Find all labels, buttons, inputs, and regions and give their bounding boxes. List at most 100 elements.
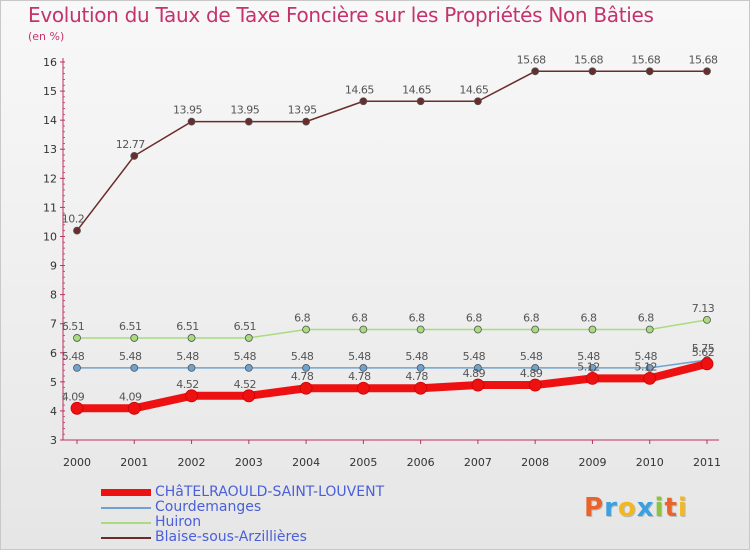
data-label: 15.68 xyxy=(689,53,718,66)
data-point xyxy=(588,325,597,334)
data-label: 5.48 xyxy=(62,350,85,363)
data-label: 7.13 xyxy=(692,302,715,315)
data-label: 5.48 xyxy=(234,350,257,363)
data-point xyxy=(474,325,482,334)
data-point xyxy=(416,97,425,106)
data-point xyxy=(359,325,368,334)
legend-label-huiron: Huiron xyxy=(155,514,202,530)
data-label: 6.8 xyxy=(409,312,425,325)
data-point xyxy=(242,389,256,403)
x-tick-label: 2007 xyxy=(464,456,492,469)
data-point xyxy=(130,363,139,372)
data-label: 6.51 xyxy=(234,320,257,333)
data-label: 15.68 xyxy=(574,53,603,66)
x-tick-label: 2008 xyxy=(521,456,549,469)
legend-label-blaise: Blaise-sous-Arzillières xyxy=(155,529,307,545)
x-tick-label: 2006 xyxy=(407,456,435,469)
data-point xyxy=(588,67,597,76)
data-label: 5.48 xyxy=(291,350,314,363)
data-label: 14.65 xyxy=(459,83,488,96)
data-point xyxy=(244,117,253,126)
data-point xyxy=(73,363,81,372)
y-tick-label: 15 xyxy=(43,85,57,98)
data-point xyxy=(185,389,198,403)
data-point xyxy=(356,381,370,395)
data-label: 5.48 xyxy=(634,350,657,363)
y-tick-label: 14 xyxy=(43,114,57,127)
logo-letter: x xyxy=(636,493,655,523)
series-line xyxy=(76,319,708,339)
data-point xyxy=(645,325,654,334)
data-point xyxy=(187,117,196,126)
data-point xyxy=(645,363,654,372)
chart-title: Evolution du Taux de Taxe Foncière sur l… xyxy=(28,3,654,27)
x-tick-label: 2000 xyxy=(63,456,91,469)
data-label: 15.68 xyxy=(631,53,660,66)
data-label: 4.09 xyxy=(62,390,85,403)
data-label: 13.95 xyxy=(173,104,202,117)
data-point xyxy=(474,363,482,372)
y-tick-label: 12 xyxy=(43,172,57,185)
data-label: 5.75 xyxy=(692,342,715,355)
data-point xyxy=(703,316,711,324)
legend-swatch-blaise xyxy=(101,537,151,539)
series-line xyxy=(73,359,711,413)
data-label: 13.95 xyxy=(230,104,259,117)
y-tick-label: 4 xyxy=(50,405,57,418)
data-point xyxy=(474,97,482,106)
data-point xyxy=(130,152,139,160)
data-point xyxy=(588,363,597,372)
data-label: 6.51 xyxy=(62,320,85,333)
data-label: 4.52 xyxy=(234,378,257,391)
data-point xyxy=(471,378,485,392)
data-label: 15.68 xyxy=(517,53,546,66)
logo-letter: t xyxy=(664,493,678,523)
x-tick-label: 2009 xyxy=(578,456,606,469)
series-line xyxy=(76,359,708,369)
legend-item-blaise: Blaise-sous-Arzillières xyxy=(101,530,384,545)
data-label: 6.8 xyxy=(638,312,654,325)
proxiti-logo: Proxiti xyxy=(584,493,688,523)
data-label: 4.78 xyxy=(291,370,314,383)
y-tick-label: 16 xyxy=(43,56,57,69)
x-tick-label: 2001 xyxy=(120,456,148,469)
legend-item-courdemanges: Courdemanges xyxy=(101,500,384,515)
data-point xyxy=(531,363,540,372)
data-label: 6.8 xyxy=(294,312,310,325)
logo-letter: i xyxy=(654,493,665,523)
data-point xyxy=(531,325,540,334)
data-label: 14.65 xyxy=(402,83,431,96)
chart-legend: CHâTELRAOULD-SAINT-LOUVENT Courdemanges … xyxy=(101,485,384,545)
x-tick-label: 2002 xyxy=(178,456,206,469)
data-point xyxy=(302,325,310,334)
x-tick-label: 2004 xyxy=(292,456,320,469)
data-point xyxy=(187,334,196,342)
data-label: 5.48 xyxy=(348,350,371,363)
data-label: 6.8 xyxy=(523,312,539,325)
data-label: 4.78 xyxy=(405,370,428,383)
legend-swatch-courdemanges xyxy=(101,507,151,509)
data-label: 4.89 xyxy=(463,367,486,380)
data-point xyxy=(586,371,599,385)
legend-label-chatelraould: CHâTELRAOULD-SAINT-LOUVENT xyxy=(155,484,385,500)
data-point xyxy=(359,97,368,106)
logo-letter: P xyxy=(584,493,605,523)
y-tick-label: 9 xyxy=(50,260,57,273)
data-label: 10.2 xyxy=(62,213,85,226)
data-label: 4.78 xyxy=(348,370,371,383)
data-point xyxy=(299,381,313,395)
y-tick-label: 5 xyxy=(50,376,57,389)
x-tick-label: 2005 xyxy=(349,456,377,469)
data-label: 12.77 xyxy=(116,138,145,151)
data-label: 5.48 xyxy=(520,350,543,363)
y-tick-label: 7 xyxy=(50,318,57,331)
data-label: 14.65 xyxy=(345,83,374,96)
y-tick-label: 8 xyxy=(50,289,57,302)
data-label: 5.48 xyxy=(405,350,428,363)
data-label: 5.48 xyxy=(176,350,199,363)
legend-swatch-chatelraould xyxy=(101,489,151,496)
data-point xyxy=(70,401,84,415)
data-label: 5.12 xyxy=(577,360,600,373)
